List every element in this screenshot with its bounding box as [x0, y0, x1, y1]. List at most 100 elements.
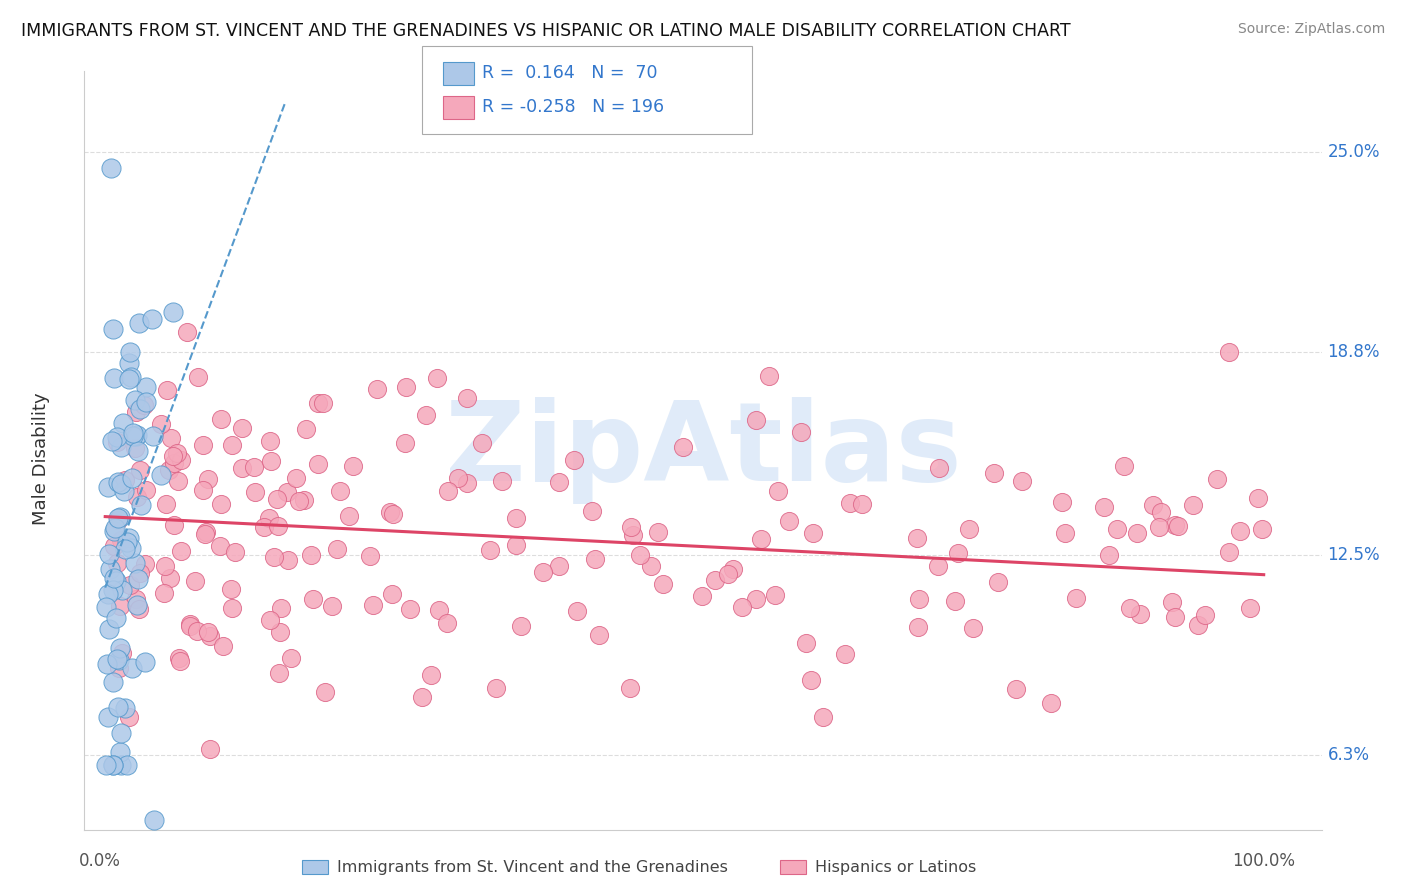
Point: [987, 575, 1010, 590]
Point: [321, 599, 343, 613]
Point: [505, 538, 527, 552]
Point: [652, 576, 675, 591]
Point: [510, 618, 533, 632]
Point: [125, 599, 148, 613]
Point: [107, 510, 129, 524]
Point: [620, 519, 643, 533]
Point: [307, 396, 329, 410]
Point: [129, 566, 152, 580]
Point: [1092, 500, 1115, 514]
Point: [269, 624, 291, 639]
Point: [163, 517, 186, 532]
Point: [437, 483, 460, 498]
Point: [105, 557, 128, 571]
Point: [110, 440, 132, 454]
Point: [107, 430, 129, 444]
Point: [312, 396, 335, 410]
Point: [186, 624, 208, 639]
Point: [749, 532, 772, 546]
Point: [96, 657, 118, 672]
Point: [1107, 522, 1129, 536]
Point: [169, 654, 191, 668]
Point: [159, 431, 181, 445]
Point: [1011, 474, 1033, 488]
Point: [1112, 458, 1135, 473]
Point: [97, 622, 120, 636]
Point: [1064, 591, 1087, 605]
Text: 100.0%: 100.0%: [1232, 852, 1295, 870]
Point: [259, 434, 281, 449]
Point: [108, 661, 131, 675]
Point: [107, 475, 129, 489]
Point: [101, 758, 124, 772]
Point: [382, 507, 405, 521]
Point: [107, 512, 129, 526]
Point: [129, 402, 152, 417]
Point: [813, 709, 835, 723]
Point: [257, 511, 280, 525]
Point: [103, 322, 125, 336]
Point: [125, 427, 148, 442]
Point: [108, 510, 131, 524]
Text: R =  0.164   N =  70: R = 0.164 N = 70: [482, 64, 658, 82]
Point: [96, 600, 118, 615]
Point: [361, 598, 384, 612]
Point: [163, 456, 186, 470]
Point: [731, 600, 754, 615]
Point: [211, 412, 233, 426]
Text: 18.8%: 18.8%: [1327, 343, 1379, 361]
Point: [96, 758, 118, 772]
Point: [120, 541, 142, 555]
Point: [110, 641, 132, 656]
Point: [794, 636, 817, 650]
Point: [170, 543, 193, 558]
Point: [166, 475, 188, 489]
Point: [928, 461, 950, 475]
Point: [581, 504, 603, 518]
Point: [1239, 600, 1261, 615]
Point: [103, 521, 125, 535]
Point: [155, 497, 177, 511]
Point: [243, 460, 266, 475]
Point: [717, 567, 740, 582]
Point: [505, 511, 527, 525]
Point: [105, 610, 128, 624]
Point: [211, 640, 233, 654]
Point: [197, 472, 219, 486]
Text: Hispanics or Latinos: Hispanics or Latinos: [815, 860, 977, 874]
Point: [957, 522, 980, 536]
Point: [117, 758, 139, 772]
Point: [98, 562, 121, 576]
Point: [983, 467, 1005, 481]
Point: [120, 345, 142, 359]
Point: [314, 685, 336, 699]
Point: [97, 710, 120, 724]
Point: [1005, 682, 1028, 697]
Text: Immigrants from St. Vincent and the Grenadines: Immigrants from St. Vincent and the Gren…: [337, 860, 728, 874]
Point: [325, 542, 347, 557]
Point: [485, 681, 508, 695]
Point: [118, 531, 141, 545]
Point: [395, 380, 418, 394]
Text: Source: ZipAtlas.com: Source: ZipAtlas.com: [1237, 22, 1385, 37]
Point: [224, 545, 246, 559]
Point: [1160, 595, 1182, 609]
Point: [1098, 548, 1121, 562]
Point: [134, 398, 156, 412]
Point: [118, 372, 141, 386]
Point: [288, 494, 311, 508]
Point: [621, 528, 644, 542]
Point: [1181, 498, 1204, 512]
Point: [565, 604, 588, 618]
Point: [128, 602, 150, 616]
Point: [359, 549, 381, 563]
Point: [141, 311, 163, 326]
Point: [197, 624, 219, 639]
Point: [167, 651, 190, 665]
Point: [766, 483, 789, 498]
Point: [100, 161, 122, 176]
Point: [745, 592, 768, 607]
Point: [1167, 518, 1189, 533]
Point: [269, 666, 291, 681]
Point: [124, 442, 146, 456]
